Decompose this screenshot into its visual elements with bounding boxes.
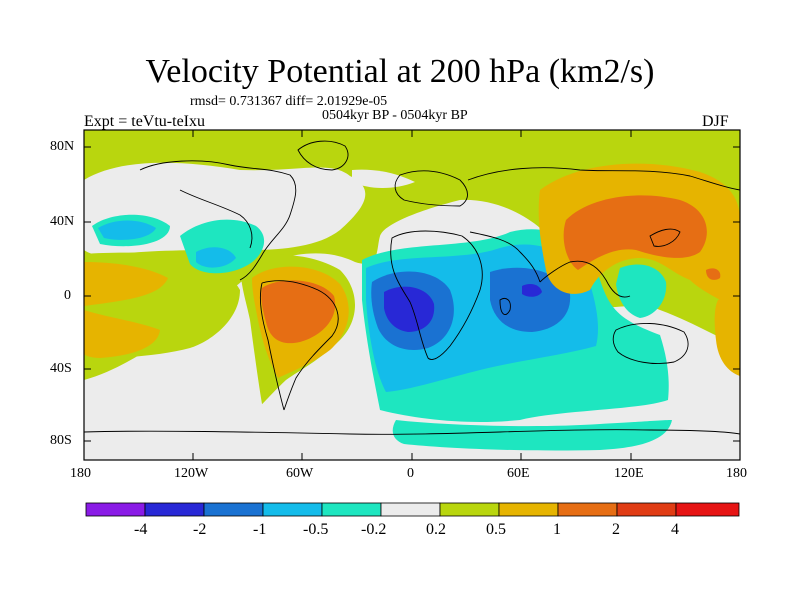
colorbar-segment <box>557 502 618 517</box>
coastline-south-asia <box>469 231 631 298</box>
lon-label: 180 <box>70 466 91 481</box>
lon-label: 0 <box>407 466 414 481</box>
negative-core-north-pacific <box>98 220 156 240</box>
period-label: 0504kyr BP - 0504kyr BP <box>322 108 468 123</box>
lon-label: 60E <box>507 466 530 481</box>
colorbar-segment <box>675 502 740 517</box>
lat-label: 80S <box>50 433 72 448</box>
colorbar-segment <box>262 502 323 517</box>
colorbar-label: 1 <box>553 521 561 538</box>
lat-label: 80N <box>50 139 75 154</box>
colorbar-segment <box>616 502 677 517</box>
coastline-madagascar <box>499 298 511 316</box>
coastline-japan <box>649 228 681 247</box>
colorbar-label: 0.5 <box>486 521 506 538</box>
lat-tick-marks <box>84 146 740 442</box>
strong-positive-south-america <box>261 280 336 344</box>
lon-label: 120E <box>614 466 644 481</box>
lon-label: 60W <box>286 466 314 481</box>
negative-region-maritime <box>616 264 667 318</box>
blue-region-indian-ocean <box>490 267 571 332</box>
coastline-south-america-west <box>259 282 285 411</box>
coastline-south-america-east <box>261 280 339 411</box>
negative-core-mexico <box>196 247 236 268</box>
colorbar-segment <box>498 502 559 517</box>
colorbar-segment <box>203 502 264 517</box>
coastline-north-america <box>139 160 297 281</box>
colorbar-label: -2 <box>193 521 207 538</box>
deep-blue-core-indian <box>522 284 542 297</box>
coastline-greenland <box>297 140 349 171</box>
lat-label: 0 <box>64 288 71 303</box>
colorbar-segment <box>85 502 146 517</box>
deep-blue-core-africa <box>384 286 435 332</box>
lat-label: 40N <box>50 214 75 229</box>
positive-region-southwest-pacific <box>714 298 740 376</box>
map-title: Velocity Potential at 200 hPa (km2/s) <box>145 53 655 90</box>
coastline-australia <box>612 322 689 364</box>
velocity-potential-field <box>84 130 740 460</box>
experiment-label: Expt = teVtu-teIxu <box>84 113 205 130</box>
coastline-antarctica <box>84 429 740 435</box>
lat-label: 40S <box>50 361 72 376</box>
positive-region-east-pacific <box>84 262 168 306</box>
coastline-africa <box>390 230 483 360</box>
colorbar-label: -0.5 <box>303 521 329 538</box>
coastline-eurasia-north <box>467 167 740 191</box>
lon-label: 180 <box>726 466 747 481</box>
colorbar-segment <box>321 502 382 517</box>
positive-region-south-pacific <box>84 310 160 358</box>
colorbar-label: -1 <box>253 521 267 538</box>
colorbar-segment <box>144 502 205 517</box>
coastline-europe <box>394 170 468 207</box>
colorbar-label: -4 <box>134 521 148 538</box>
coastlines <box>84 140 740 435</box>
stats-label: rmsd= 0.731367 diff= 2.01929e-05 <box>190 94 388 109</box>
negative-band-antarctic <box>392 420 672 451</box>
colorbar-segment <box>380 502 441 517</box>
season-label: DJF <box>702 113 729 130</box>
coastline-north-america-west <box>179 189 253 249</box>
colorbar-segment <box>439 502 500 517</box>
colorbar-label: 2 <box>612 521 620 538</box>
colorbar-label: -0.2 <box>361 521 387 538</box>
colorbar-label: 4 <box>671 521 679 538</box>
colorbar <box>85 502 740 517</box>
colorbar-label: 0.2 <box>426 521 446 538</box>
lon-label: 120W <box>174 466 209 481</box>
neutral-region-atlantic <box>352 169 415 188</box>
strong-positive-west-pacific <box>706 268 721 280</box>
lon-tick-marks <box>83 130 741 460</box>
strong-positive-asia <box>563 195 707 270</box>
